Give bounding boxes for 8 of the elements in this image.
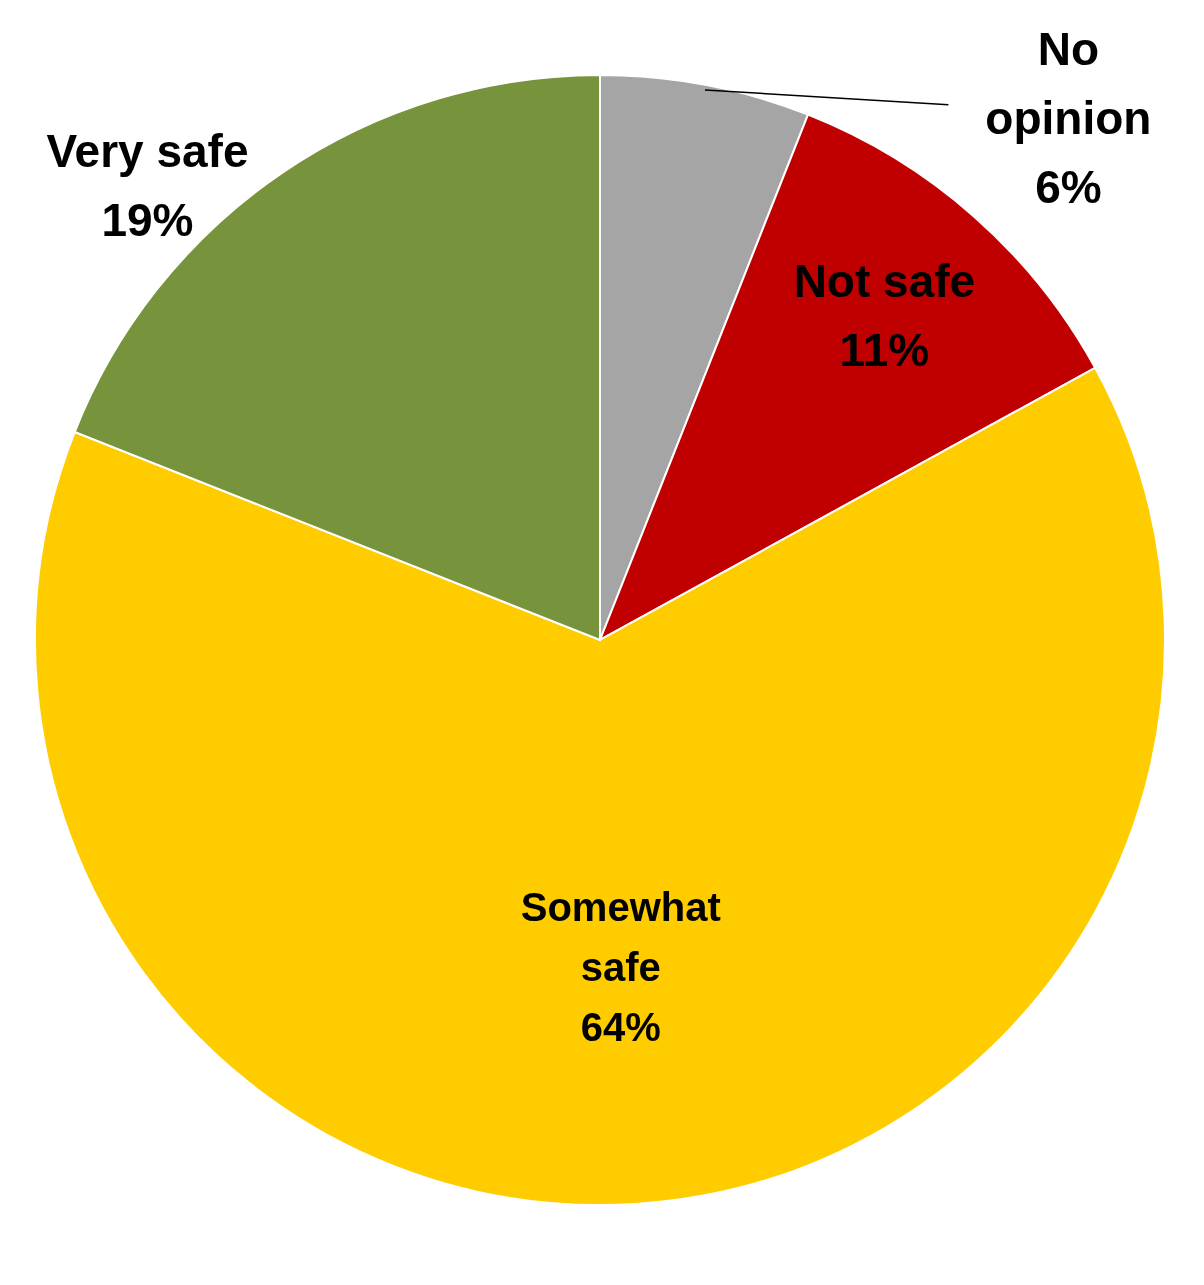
slice-label: No opinion (985, 22, 1152, 144)
data-label: 64% (580, 1005, 661, 1050)
slice-label: Very safe (46, 124, 249, 177)
slice-label: Not safe (793, 254, 976, 307)
data-label: 11% (839, 323, 930, 376)
data-label: 19% (101, 193, 194, 246)
data-label: 6% (1035, 160, 1102, 213)
slice-label: Somewhat safe (520, 885, 721, 990)
